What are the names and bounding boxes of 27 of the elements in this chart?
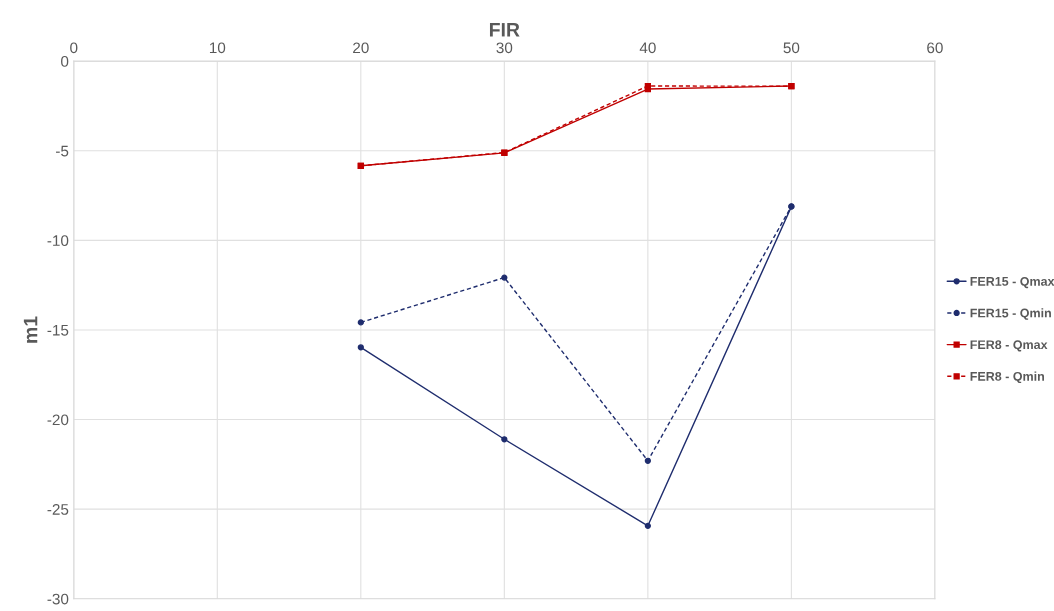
x-tick-label: 40 <box>639 42 656 54</box>
x-tick-label: 0 <box>70 42 78 54</box>
point <box>644 522 651 529</box>
y-tick-label: 0 <box>61 55 69 67</box>
point <box>501 274 508 281</box>
legend-label: FER8 - Qmax <box>970 340 1048 352</box>
point <box>644 457 651 464</box>
y-axis-title: m1 <box>23 316 38 343</box>
legend-label: FER8 - Qmin <box>970 371 1044 384</box>
y-tick-label: -10 <box>47 235 69 247</box>
x-tick-label: 60 <box>927 42 943 54</box>
x-tick-label: 30 <box>496 42 513 54</box>
y-tick-label: -25 <box>47 504 69 515</box>
y-tick-label: -15 <box>47 324 69 336</box>
x-tick-label: 50 <box>783 42 800 54</box>
legend-label: FER15 - Qmin <box>970 308 1051 320</box>
y-tick-label: -20 <box>47 414 69 426</box>
x-axis-title: FIR <box>489 23 520 37</box>
point <box>357 319 364 326</box>
point <box>788 83 795 90</box>
point <box>357 344 364 351</box>
x-tick-label: 20 <box>353 42 369 54</box>
x-tick-label: 10 <box>209 42 226 54</box>
point <box>501 436 508 443</box>
y-tick-label: -5 <box>56 145 69 157</box>
legend-label: FER15 - Qmax <box>970 276 1054 289</box>
y-tick-label: -30 <box>47 593 69 605</box>
